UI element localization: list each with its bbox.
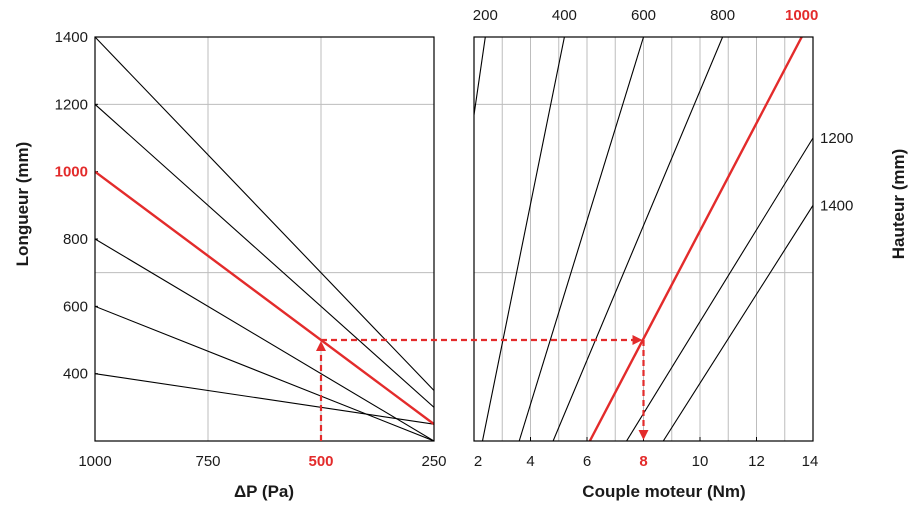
right-x-tick-label: 10: [692, 453, 709, 470]
left-y-tick-label: 1200: [55, 96, 88, 113]
left-y-tick-label: 400: [63, 366, 88, 383]
right-top-label: 400: [552, 7, 577, 24]
left-series-line: [95, 373, 434, 425]
left-series-line: [95, 305, 434, 441]
right-x-tick-label: 6: [583, 453, 591, 470]
right-panel-frame: [473, 36, 814, 442]
frames-layer: [94, 36, 814, 442]
left-x-tick-label: 500: [308, 453, 333, 470]
left-x-tick-label: 1000: [78, 453, 111, 470]
right-x-tick-label: 14: [802, 453, 819, 470]
right-series-line: [552, 37, 724, 441]
left-panel-frame: [94, 36, 435, 442]
right-series-line: [518, 37, 645, 441]
left-y-tick-label: 1000: [55, 164, 88, 181]
labels-layer: ΔP (Pa) Couple moteur (Nm) Longueur (mm)…: [13, 7, 908, 501]
right-x-tick-label: 8: [639, 453, 647, 470]
right-series-line: [662, 205, 813, 441]
right-side-label: 1400: [820, 197, 853, 214]
right-x-tick-label: 12: [748, 453, 765, 470]
right-top-label: 1000: [785, 7, 818, 24]
series-layer: [95, 37, 813, 441]
left-series-line: [95, 238, 434, 441]
right-series-group: [474, 37, 813, 441]
grid-layer: [95, 36, 814, 441]
right-x-tick-label: 4: [526, 453, 534, 470]
left-y-tick-label: 600: [63, 298, 88, 315]
right-top-label: 600: [631, 7, 656, 24]
left-x-tick-label: 250: [421, 453, 446, 470]
right-top-label: 200: [473, 7, 498, 24]
right-side-label: 1200: [820, 130, 853, 147]
left-series-line-highlight: [95, 170, 434, 426]
right-x-tick-label: 2: [474, 453, 482, 470]
left-series-line: [95, 37, 434, 391]
left-x-axis-title: ΔP (Pa): [234, 482, 294, 501]
left-y-axis-title: Longueur (mm): [13, 142, 32, 267]
left-series-group: [95, 37, 434, 441]
right-top-label: 800: [710, 7, 735, 24]
left-y-tick-label: 800: [63, 231, 88, 248]
right-series-line: [474, 37, 486, 119]
left-series-line: [95, 103, 434, 408]
left-y-tick-label: 1400: [55, 29, 88, 46]
right-y-axis-title: Hauteur (mm): [889, 149, 908, 260]
right-series-line: [481, 37, 565, 441]
reading-layer: [316, 335, 649, 441]
right-series-line: [626, 137, 813, 441]
left-x-tick-label: 750: [195, 453, 220, 470]
right-series-line-highlight: [588, 37, 803, 441]
right-x-axis-title: Couple moteur (Nm): [582, 482, 745, 501]
